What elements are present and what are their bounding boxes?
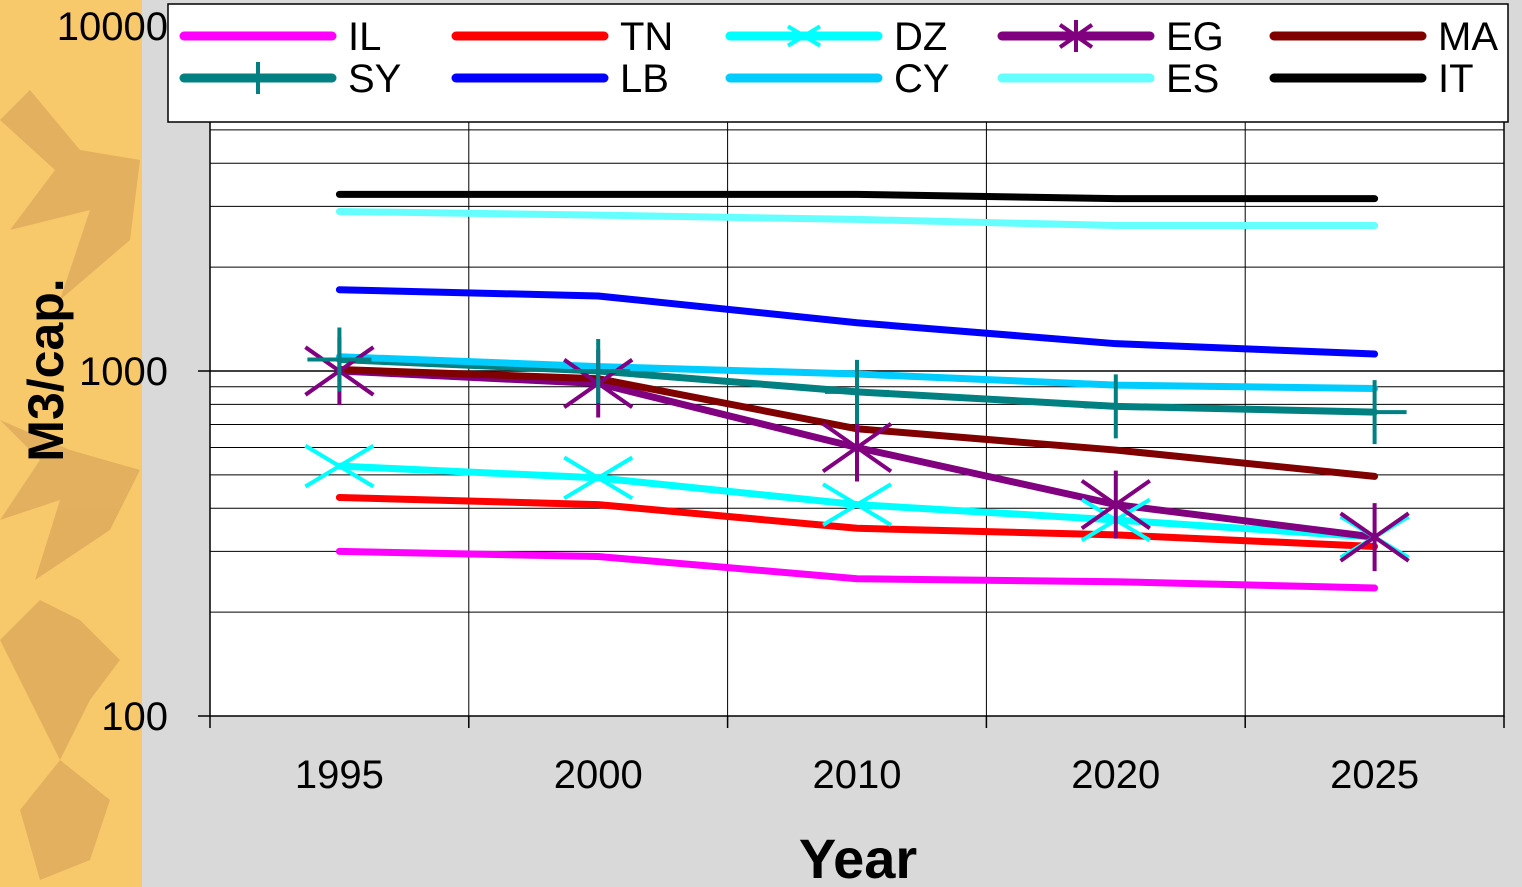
data-point-eg bbox=[821, 413, 893, 482]
y-axis-title: M3/cap. bbox=[18, 278, 74, 461]
x-tick-label: 1995 bbox=[295, 753, 384, 797]
legend-label: SY bbox=[348, 57, 401, 101]
legend-label: EG bbox=[1166, 15, 1224, 59]
y-tick-label: 100 bbox=[101, 695, 168, 739]
legend-item-sy: SY bbox=[179, 57, 401, 101]
sun-decoration bbox=[0, 90, 140, 880]
series-markers bbox=[304, 327, 1410, 572]
series-line-it bbox=[335, 190, 1379, 203]
legend-marker bbox=[1058, 20, 1094, 52]
legend-label: ES bbox=[1166, 57, 1219, 101]
legend-marker bbox=[242, 62, 274, 94]
data-point-sy bbox=[1342, 380, 1407, 445]
legend-marker bbox=[786, 24, 822, 48]
x-tick-label: 2020 bbox=[1071, 753, 1160, 797]
series-line-tn bbox=[335, 493, 1379, 550]
y-tick-label: 10000 bbox=[57, 5, 168, 49]
legend-label: IL bbox=[348, 15, 381, 59]
legend-item-lb: LB bbox=[451, 57, 669, 101]
legend-item-ma: MA bbox=[1269, 15, 1498, 59]
data-point-dz bbox=[821, 482, 893, 527]
data-point-sy bbox=[825, 359, 889, 424]
legend-item-es: ES bbox=[997, 57, 1219, 101]
data-point-dz bbox=[304, 444, 375, 489]
series-line-lb bbox=[335, 286, 1379, 358]
legend-item-il: IL bbox=[179, 15, 381, 59]
x-tick-label: 2025 bbox=[1330, 753, 1419, 797]
legend-label: TN bbox=[620, 15, 673, 59]
legend-label: MA bbox=[1438, 15, 1498, 59]
legend-label: LB bbox=[620, 57, 669, 101]
x-axis-ticks: 1995 2000 2010 2020 2025 bbox=[209, 716, 1505, 797]
y-axis-ticks: 100 1000 10000 bbox=[57, 5, 210, 739]
data-point-eg bbox=[1339, 503, 1410, 572]
legend-label: CY bbox=[894, 57, 950, 101]
legend-label: DZ bbox=[894, 15, 947, 59]
data-point-sy bbox=[566, 339, 631, 403]
series-line-il bbox=[335, 547, 1379, 592]
legend-item-tn: TN bbox=[451, 15, 673, 59]
legend-label: IT bbox=[1438, 57, 1474, 101]
legend-item-eg: EG bbox=[997, 15, 1224, 59]
legend-item-cy: CY bbox=[725, 57, 950, 101]
data-point-dz bbox=[563, 455, 634, 500]
x-axis-title: Year bbox=[799, 827, 917, 887]
series-line-es bbox=[335, 207, 1379, 230]
x-tick-label: 2000 bbox=[554, 753, 643, 797]
x-tick-label: 2010 bbox=[813, 753, 902, 797]
data-point-sy bbox=[1083, 374, 1148, 439]
legend-item-dz: DZ bbox=[725, 15, 947, 59]
y-tick-label: 1000 bbox=[79, 350, 168, 394]
legend-item-it: IT bbox=[1269, 57, 1474, 101]
data-point-eg bbox=[1080, 470, 1151, 539]
data-point-sy bbox=[307, 327, 372, 392]
legend-box bbox=[167, 3, 1509, 123]
